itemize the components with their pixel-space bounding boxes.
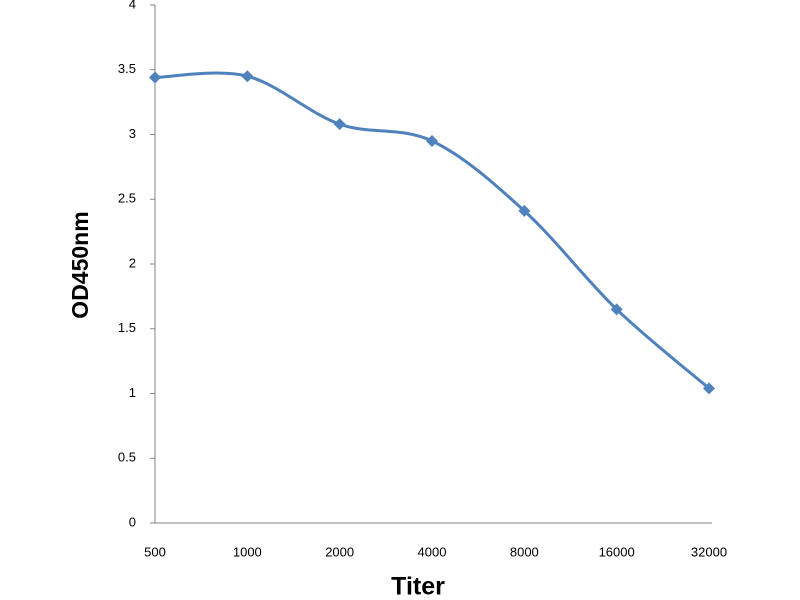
y-tick-label: 3 (129, 126, 136, 141)
y-tick-label: 4 (129, 0, 136, 11)
y-tick-label: 0 (129, 514, 136, 529)
data-point (333, 118, 346, 131)
y-tick-label: 2.5 (118, 191, 136, 206)
x-tick-label: 4000 (418, 544, 447, 559)
x-tick-label: 8000 (510, 544, 539, 559)
y-tick-label: 1 (129, 385, 136, 400)
data-point (610, 303, 623, 316)
x-tick-label: 2000 (325, 544, 354, 559)
data-point (241, 70, 254, 83)
data-point (703, 382, 715, 395)
y-tick-label: 2 (129, 255, 136, 270)
x-tick-label: 500 (144, 544, 166, 559)
x-tick-label: 1000 (233, 544, 262, 559)
x-tick-label: 16000 (599, 544, 635, 559)
x-axis-title: Titer (391, 573, 445, 600)
y-axis-title: OD450nm (67, 211, 93, 318)
data-point (426, 134, 438, 147)
y-tick-label: 3.5 (118, 61, 136, 76)
y-tick-label: 0.5 (118, 450, 136, 465)
data-line (154, 71, 710, 390)
x-tick-label: 32000 (691, 544, 727, 559)
data-point (149, 71, 161, 84)
y-tick-label: 1.5 (118, 320, 136, 335)
data-point (518, 204, 531, 217)
